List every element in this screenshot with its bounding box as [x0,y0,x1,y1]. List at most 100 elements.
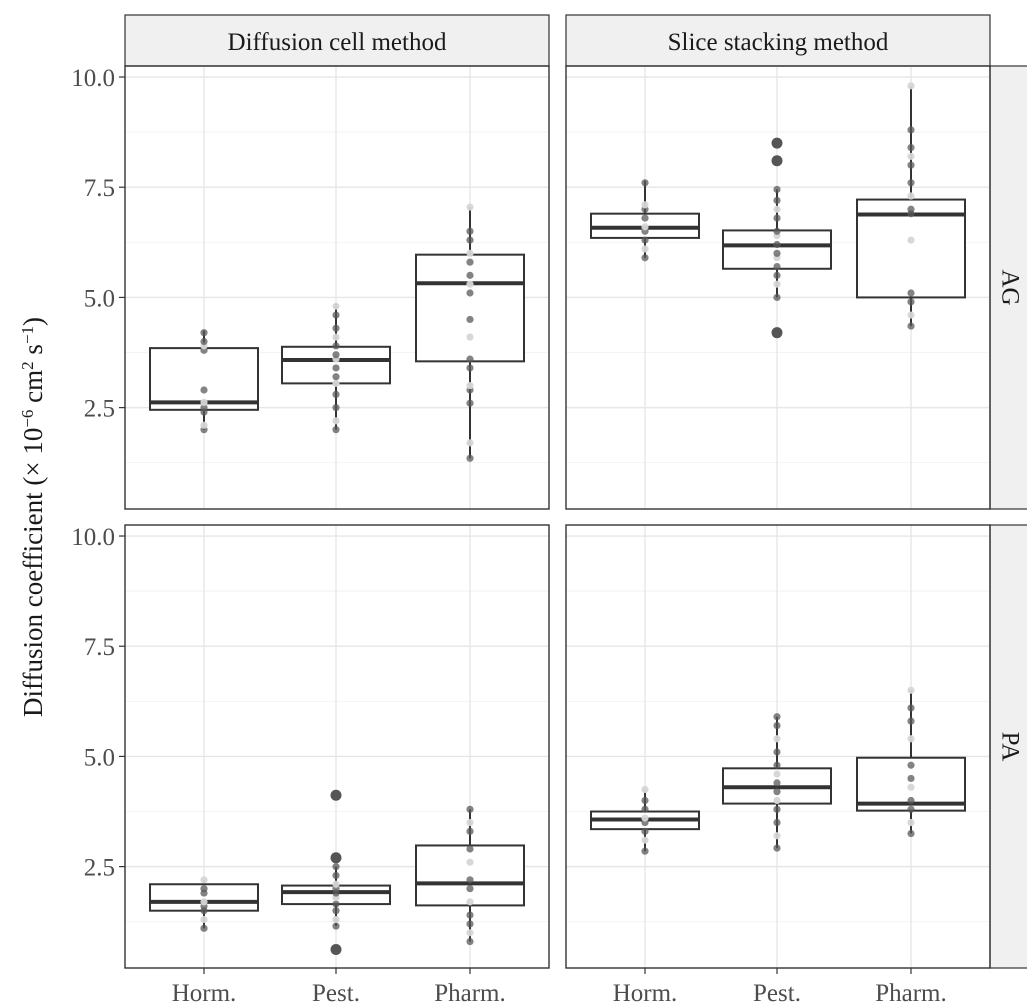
data-point [466,399,474,407]
data-point [466,827,474,835]
data-point [332,351,340,359]
data-point [773,770,781,778]
data-point [466,845,474,853]
data-point [907,829,915,838]
data-point [773,721,781,730]
data-point [773,832,781,840]
data-point [466,876,474,884]
data-point [466,885,474,893]
data-point [773,227,781,235]
box-horm [590,179,700,262]
outlier-point [330,943,342,955]
column-strip [565,14,991,67]
iqr-box [415,844,525,907]
data-point [332,871,340,880]
box-pharm [415,203,525,462]
data-point [773,262,781,271]
data-point [907,783,915,791]
data-point [907,735,915,743]
data-point [641,236,649,244]
data-point [907,686,915,694]
data-point [200,337,208,346]
data-point [641,836,649,844]
iqr-box [415,253,525,363]
data-point [907,796,915,805]
box-pharm [415,805,525,946]
y-title-text: cm [18,370,48,410]
outlier-point [330,789,342,801]
data-point [907,298,915,306]
data-point [466,818,474,827]
data-point [466,333,474,341]
y-axis-title: Diffusion coefficient (× 10−6 cm2 s−1) [18,317,49,717]
data-point [332,302,340,310]
data-point [466,929,474,937]
panel-PA-slice-stacking [565,524,991,969]
data-point [773,280,781,288]
box-pest [722,137,832,339]
data-point [466,454,474,462]
x-tick-label: Horm. [172,980,237,1005]
data-point [641,254,649,262]
data-point [332,333,340,341]
data-point [466,227,474,235]
row-strip-label: PA [997,732,1024,762]
x-tick-label: Pest. [312,980,360,1005]
data-point [332,379,340,387]
box-pest [722,713,832,852]
y-tick-label: 2.5 [84,855,115,882]
data-point [773,788,781,796]
data-point [907,704,915,712]
row-strip-label: AG [997,269,1024,305]
panel-AG-diffusion-cell [124,65,550,510]
data-point [332,922,340,930]
y-tick-label: 5.0 [84,285,115,312]
box-horm [149,876,259,932]
y-tick-label: 7.5 [84,634,115,661]
panel-AG-slice-stacking [565,65,991,510]
data-point [466,355,474,363]
y-tick-label: 2.5 [84,396,115,423]
data-point [907,82,915,90]
data-point [773,196,781,205]
data-point [907,236,915,244]
data-point [907,805,915,813]
data-point [200,898,208,906]
data-point [332,373,340,381]
y-tick-label: 7.5 [84,175,115,202]
data-point [907,311,915,319]
data-point [907,192,915,200]
data-point [332,426,340,434]
data-point [641,214,649,222]
data-point [466,236,474,244]
data-point [907,774,915,783]
box-pest [281,302,391,434]
y-title-superscript: −1 [18,326,37,344]
panel-border [565,524,991,969]
data-point [332,915,340,924]
row-strip [989,524,1027,969]
data-point [773,779,781,787]
data-point [466,805,474,813]
column-strip-label: Slice stacking method [668,29,889,56]
data-point [466,289,474,297]
data-point [200,421,208,429]
box-horm [590,785,700,855]
data-point [200,386,208,394]
data-point [641,805,649,813]
data-point [466,258,474,266]
data-point [200,876,208,884]
data-point [907,126,915,134]
box-pharm [856,686,966,838]
column-strip-label: Diffusion cell method [228,29,447,56]
data-point [641,796,649,805]
data-point [332,364,340,372]
data-point [907,717,915,725]
y-title-text: s [18,344,48,361]
y-title-text: ) [18,317,48,326]
data-point [773,844,781,852]
data-point [773,818,781,827]
data-point [466,271,474,279]
data-point [332,311,340,319]
